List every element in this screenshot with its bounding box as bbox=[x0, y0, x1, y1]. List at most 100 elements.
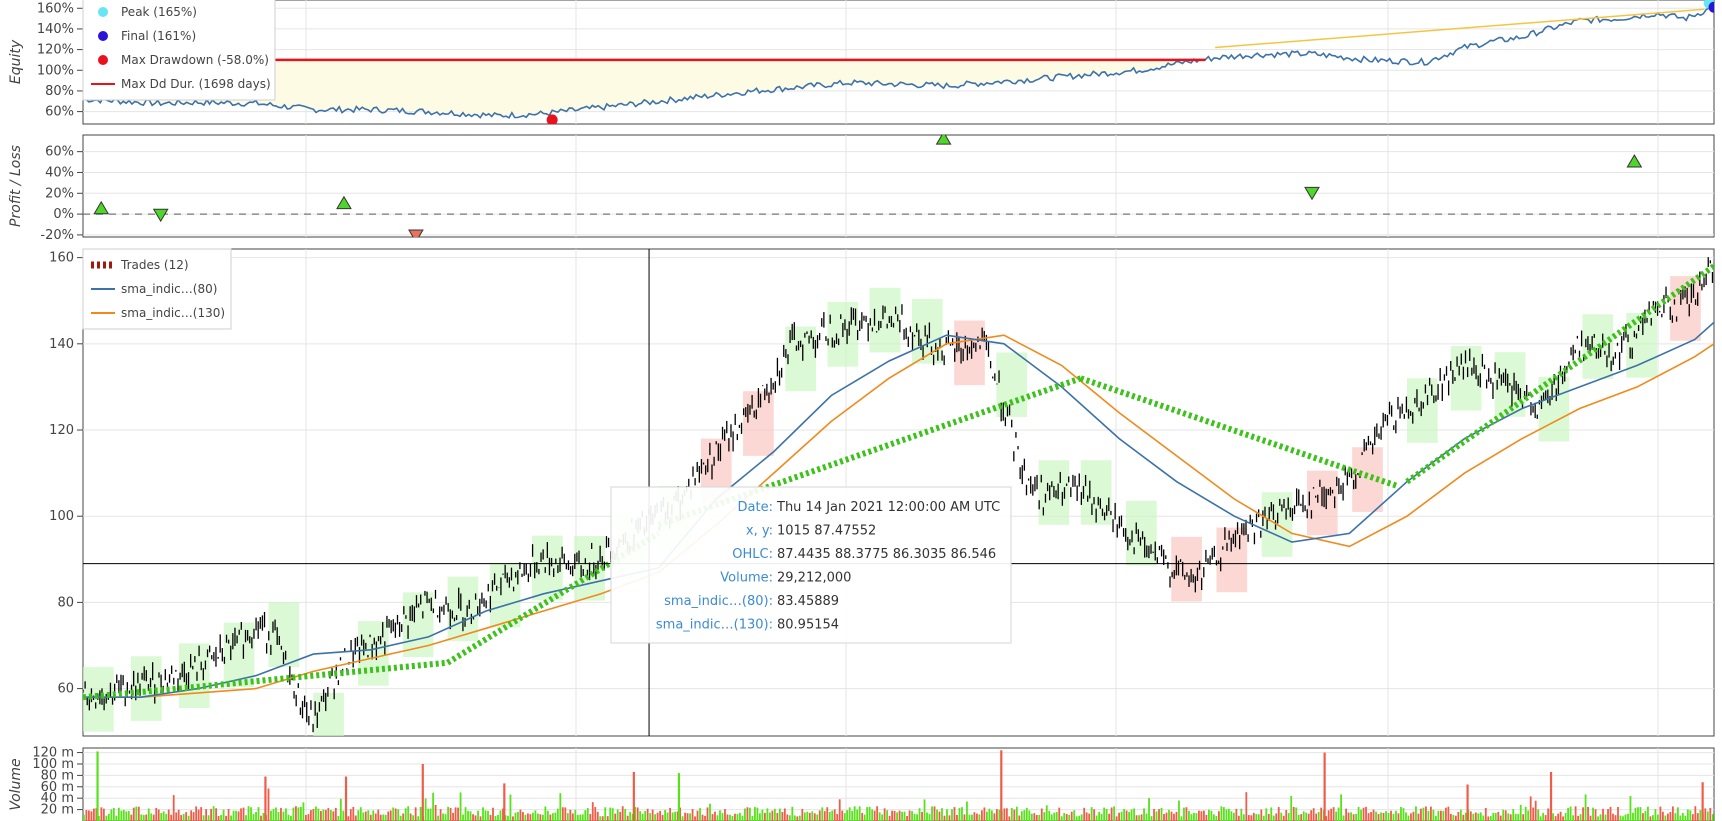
volume-bar bbox=[364, 811, 367, 821]
volume-bar bbox=[172, 795, 175, 821]
volume-bar bbox=[1642, 813, 1644, 821]
volume-bar bbox=[1345, 808, 1348, 821]
volume-bar bbox=[1020, 811, 1023, 821]
volume-bar bbox=[1502, 809, 1505, 821]
volume-bar bbox=[699, 808, 701, 821]
volume-bar bbox=[978, 814, 981, 821]
trade-range-box bbox=[358, 621, 389, 686]
volume-bar bbox=[407, 806, 410, 821]
volume-bar bbox=[1220, 806, 1223, 821]
volume-bar bbox=[833, 809, 836, 821]
tooltip-label: Date: bbox=[738, 500, 773, 515]
equity-ytick-label: 80% bbox=[45, 84, 74, 99]
volume-bar bbox=[841, 810, 844, 821]
volume-bar bbox=[324, 809, 327, 821]
volume-bar bbox=[282, 811, 285, 821]
trade-range-box bbox=[178, 643, 210, 708]
volume-bar bbox=[319, 811, 322, 821]
volume-bar bbox=[1043, 812, 1046, 821]
volume-bar bbox=[926, 812, 928, 821]
volume-bar bbox=[472, 814, 474, 821]
profit_loss-ytick-label: 20% bbox=[45, 186, 74, 201]
volume-bar bbox=[205, 809, 208, 821]
volume-bar bbox=[983, 807, 986, 821]
volume-bar bbox=[489, 814, 492, 821]
volume-bar bbox=[280, 807, 282, 821]
volume-bar bbox=[886, 810, 889, 821]
volume-bar bbox=[1579, 814, 1582, 821]
volume-bar bbox=[923, 799, 926, 821]
profit_loss-ytick-label: 0% bbox=[53, 207, 74, 222]
volume-frame bbox=[82, 747, 1715, 821]
volume-bar bbox=[314, 806, 317, 821]
volume-bar bbox=[182, 813, 185, 821]
volume-bar bbox=[1105, 808, 1108, 821]
volume-bar bbox=[1252, 812, 1255, 821]
volume-bar bbox=[85, 810, 88, 821]
volume-bar bbox=[1225, 809, 1228, 821]
volume-bar bbox=[1028, 810, 1031, 821]
volume-bar bbox=[222, 809, 225, 821]
volume-bar bbox=[1292, 806, 1295, 821]
volume-bar bbox=[1203, 810, 1205, 821]
volume-bar bbox=[616, 809, 619, 821]
volume-bar bbox=[911, 811, 913, 821]
volume-bar bbox=[866, 807, 869, 821]
volume-bar bbox=[1013, 809, 1016, 821]
volume-bar bbox=[1652, 815, 1654, 821]
volume-bar bbox=[1130, 809, 1133, 821]
volume-bar bbox=[1612, 813, 1614, 821]
volume-bar bbox=[135, 806, 138, 821]
equity-legend-item: Max Drawdown (-58.0%) bbox=[121, 53, 269, 67]
volume-bar bbox=[1148, 797, 1150, 821]
equity-legend-swatch bbox=[98, 7, 108, 17]
tooltip-label: sma_indic…(130): bbox=[656, 618, 773, 633]
volume-bar bbox=[1123, 808, 1125, 821]
volume-bar bbox=[893, 810, 896, 821]
volume-bar bbox=[132, 807, 135, 821]
volume-bar bbox=[1070, 811, 1073, 821]
volume-bar bbox=[1065, 813, 1068, 821]
volume-bar bbox=[1671, 806, 1674, 821]
volume-bar bbox=[1290, 795, 1293, 821]
volume-bar bbox=[1420, 808, 1422, 821]
volume-bar bbox=[1711, 814, 1714, 821]
volume-bar bbox=[382, 814, 385, 821]
volume-bar bbox=[337, 815, 340, 821]
volume-bar bbox=[581, 814, 584, 821]
volume-bar bbox=[447, 806, 449, 821]
equity-drawdown-area bbox=[83, 59, 1206, 116]
volume-bar bbox=[990, 810, 993, 821]
volume-bar bbox=[329, 809, 332, 821]
volume-bar bbox=[709, 803, 711, 821]
volume-bar bbox=[746, 807, 749, 821]
ohlc-ytick-label: 120 bbox=[49, 423, 74, 438]
volume-bar bbox=[1160, 807, 1163, 821]
volume-bar bbox=[1632, 812, 1634, 821]
volume-bar bbox=[1300, 814, 1303, 821]
volume-bar bbox=[666, 812, 669, 821]
volume-bar bbox=[404, 808, 407, 821]
volume-bar bbox=[1190, 814, 1193, 821]
volume-bar bbox=[1432, 809, 1435, 821]
volume-bar bbox=[1684, 815, 1687, 821]
volume-bar bbox=[1305, 812, 1308, 821]
volume-bar bbox=[457, 807, 459, 821]
volume-bar bbox=[534, 810, 537, 821]
volume-bar bbox=[387, 811, 390, 821]
volume-bar bbox=[312, 809, 315, 821]
volume-bar bbox=[192, 812, 195, 821]
volume-bar bbox=[1657, 814, 1659, 821]
volume-bar bbox=[931, 806, 933, 821]
volume-bar bbox=[768, 812, 771, 821]
tooltip-value: 87.4435 88.3775 86.3035 86.546 bbox=[777, 547, 996, 562]
volume-bar bbox=[1554, 816, 1557, 821]
volume-bar bbox=[257, 807, 260, 821]
volume-bar bbox=[788, 815, 791, 821]
equity-line bbox=[83, 7, 1713, 119]
volume-bar bbox=[424, 798, 427, 821]
volume-bar bbox=[1529, 796, 1532, 821]
volume-bar bbox=[95, 808, 98, 821]
volume-bar bbox=[1347, 812, 1350, 821]
volume-bar bbox=[1270, 807, 1273, 821]
